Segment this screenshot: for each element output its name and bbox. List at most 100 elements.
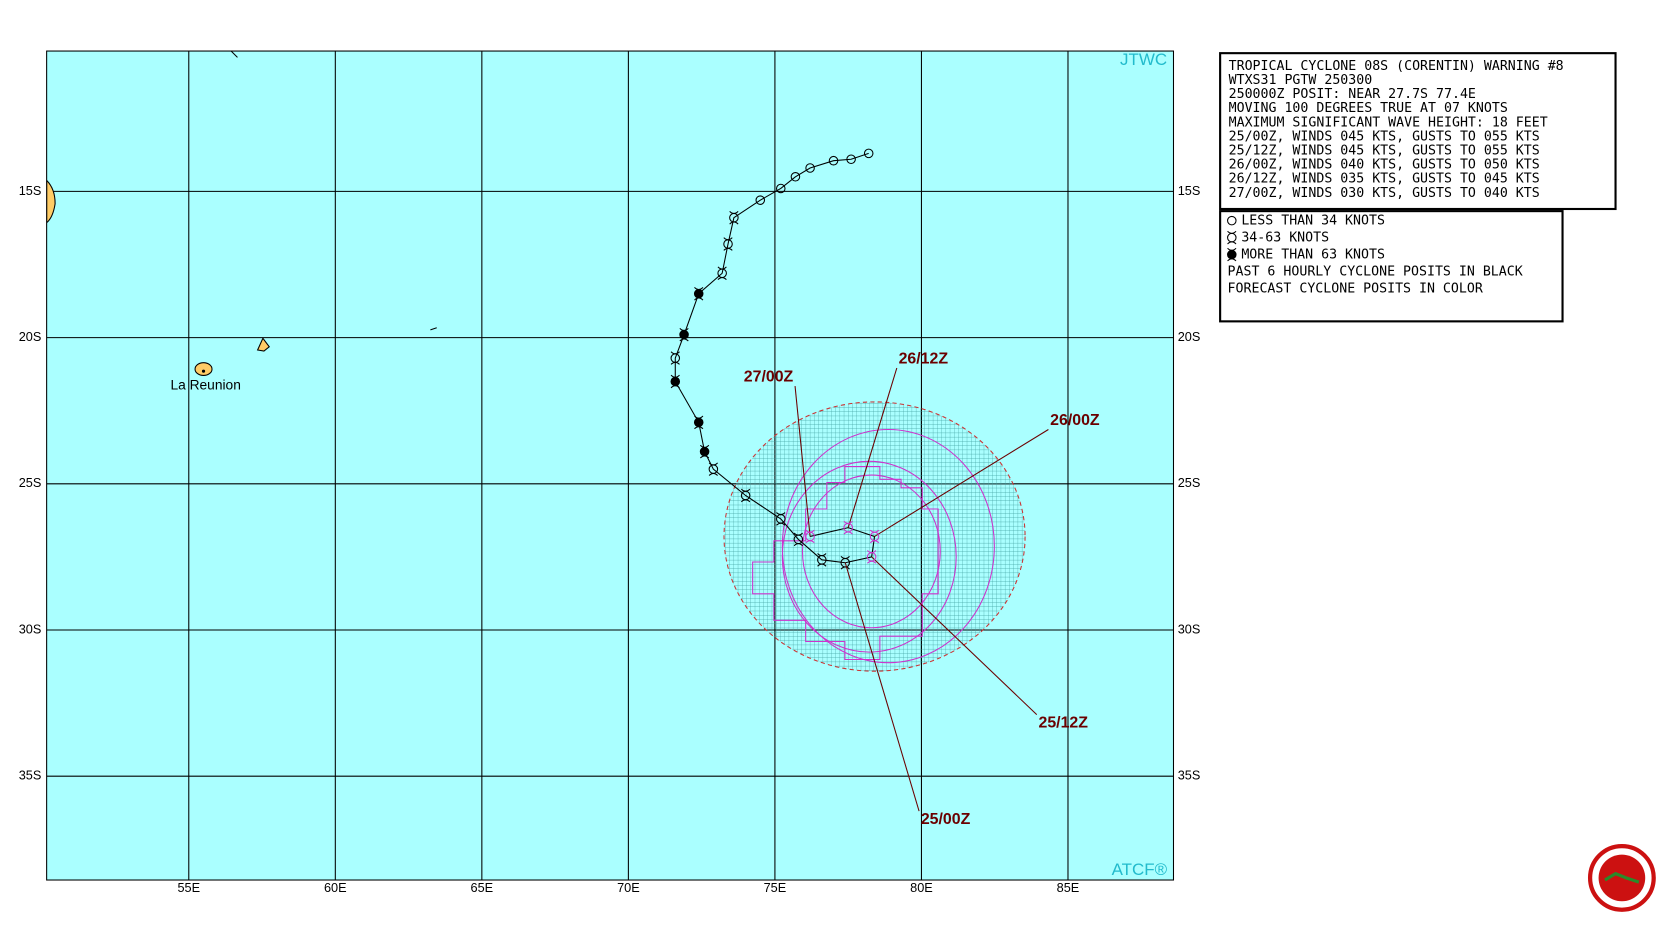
marker-hook <box>717 266 727 281</box>
y-tick-label: 35S <box>19 768 42 783</box>
marker-circle <box>1227 215 1237 226</box>
past-track <box>674 152 869 564</box>
marker-circle <box>828 155 839 166</box>
mauritius <box>256 337 270 352</box>
marker-hook <box>793 532 803 547</box>
track-marker <box>866 550 877 564</box>
marker-circle <box>805 163 815 173</box>
track-marker <box>729 210 739 225</box>
y-tick-label: 15S <box>1178 183 1201 198</box>
marker-circle <box>846 154 856 165</box>
madagascar <box>46 179 56 224</box>
track-marker <box>693 415 704 430</box>
track-marker <box>708 462 719 476</box>
warning-line: MAXIMUM SIGNIFICANT WAVE HEIGHT: 18 FEET <box>1229 115 1548 130</box>
y-tick-label: 20S <box>19 329 42 344</box>
wind-radius <box>752 466 939 661</box>
legend-entry: MORE THAN 63 KNOTS <box>1241 248 1385 263</box>
wind-radius <box>801 474 941 629</box>
marker-hook <box>843 520 853 535</box>
track-marker <box>869 529 880 544</box>
track-marker <box>776 512 786 526</box>
track-marker <box>755 195 766 205</box>
track-marker <box>679 327 689 342</box>
warning-line: TROPICAL CYCLONE 08S (CORENTIN) WARNING … <box>1229 59 1564 74</box>
marker-hook <box>805 529 815 544</box>
reunion-island <box>194 362 213 376</box>
x-tick-label: 75E <box>764 880 787 895</box>
legend-note: PAST 6 HOURLY CYCLONE POSITS IN BLACK <box>1228 265 1523 280</box>
y-tick-label: 15S <box>19 183 42 198</box>
marker-hook <box>867 550 877 564</box>
map-frame <box>46 50 1175 881</box>
track-marker <box>793 532 804 547</box>
track-marker <box>1227 230 1237 245</box>
track-marker <box>846 154 856 165</box>
x-tick-label: 60E <box>324 880 347 895</box>
marker-hook <box>776 512 786 526</box>
legend-entry: LESS THAN 34 KNOTS <box>1241 214 1385 229</box>
marker-circle <box>693 288 704 299</box>
warning-line: 27/00Z, WINDS 030 KTS, GUSTS TO 040 KTS <box>1229 186 1540 201</box>
forecast-label: 27/00Z <box>744 369 794 386</box>
legend: LESS THAN 34 KNOTS 34-63 KNOTS MORE THAN 6… <box>1227 214 1523 296</box>
ocean <box>46 51 1174 881</box>
land <box>46 51 437 376</box>
forecast-label: 26/12Z <box>899 351 949 368</box>
track-marker <box>805 163 815 173</box>
legend-box <box>1219 210 1564 323</box>
marker-hook <box>1227 230 1237 245</box>
marker-hook <box>869 529 880 544</box>
marker-hook <box>694 286 704 301</box>
marker-hook <box>708 462 718 476</box>
y-tick-label: 25S <box>19 475 42 490</box>
forecast-label: 26/00Z <box>1050 412 1100 429</box>
islet <box>230 51 238 58</box>
warning-line: WTXS31 PGTW 250300 <box>1229 73 1373 88</box>
track-marker <box>1227 215 1237 226</box>
forecast-leader <box>847 367 898 528</box>
marker-hook <box>694 415 704 430</box>
y-tick-label: 20S <box>1178 329 1201 344</box>
ticks: 55E 60E 65E 70E 75E 80E 85E 15S 15S 20S 20S 25S 25S 3… <box>19 183 1201 895</box>
x-tick-label: 85E <box>1057 880 1080 895</box>
agency-label: JTWC <box>1120 50 1167 69</box>
marker-circle <box>1227 249 1237 260</box>
track-marker <box>828 155 839 166</box>
track-marker <box>693 286 704 301</box>
islet <box>430 327 437 331</box>
track-marker <box>776 183 786 194</box>
track <box>670 148 876 570</box>
wind-radius <box>781 460 957 653</box>
warning-line: 25/12Z, WINDS 045 KTS, GUSTS TO 055 KTS <box>1229 143 1540 158</box>
marker-hook <box>679 327 689 342</box>
warning-box <box>1219 52 1617 211</box>
marker-hook <box>699 444 710 459</box>
track-marker <box>843 520 853 535</box>
y-tick-label: 35S <box>1178 768 1201 783</box>
track-marker <box>723 237 733 251</box>
marker-circle <box>670 376 681 387</box>
marker-circle <box>863 148 874 159</box>
track-marker <box>670 374 681 389</box>
warning-line: 26/12Z, WINDS 035 KTS, GUSTS TO 045 KTS <box>1229 172 1540 187</box>
forecast-leader <box>844 562 920 812</box>
reunion-dot <box>201 369 206 373</box>
forecast-label: 25/00Z <box>921 811 971 828</box>
forecast-label: 25/12Z <box>1039 714 1089 731</box>
forecast-leader <box>794 385 811 537</box>
track-marker <box>863 148 874 159</box>
track-marker <box>717 266 727 281</box>
legend-note: FORECAST CYCLONE POSITS IN COLOR <box>1228 281 1483 296</box>
marker-hook <box>729 210 739 225</box>
track-marker <box>740 488 751 503</box>
track-marker <box>805 529 815 544</box>
marker-circle <box>679 329 689 340</box>
marker-hook <box>670 351 680 365</box>
track-marker <box>817 553 827 567</box>
track-marker <box>790 172 801 182</box>
warning-line: 25/00Z, WINDS 045 KTS, GUSTS TO 055 KTS <box>1229 129 1540 144</box>
warning-line: 26/00Z, WINDS 040 KTS, GUSTS TO 050 KTS <box>1229 158 1540 173</box>
